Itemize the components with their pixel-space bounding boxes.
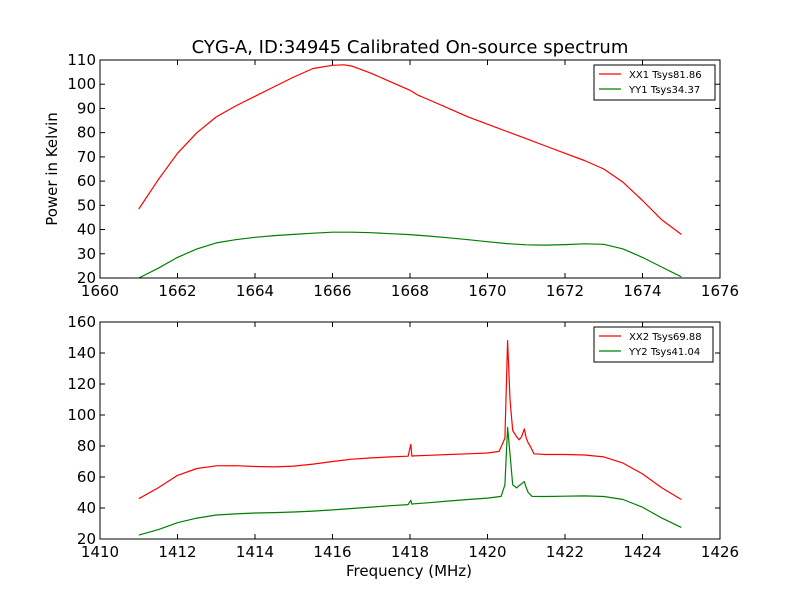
x-tick-label: 1662 <box>158 282 196 300</box>
y-tick-label: 80 <box>77 437 96 455</box>
y-tick-label: 60 <box>77 468 96 486</box>
series-line-xx <box>138 340 682 501</box>
x-tick-label: 1412 <box>158 543 196 561</box>
x-tick-label: 1422 <box>546 543 584 561</box>
y-tick-label: 110 <box>67 51 96 69</box>
y-tick-label: 160 <box>67 313 96 331</box>
legend-box <box>593 326 714 363</box>
chart-title: CYG-A, ID:34945 Calibrated On-source spe… <box>192 37 629 58</box>
bottom-panel: 1410 1412 1414 1416 1418 1420 1422 1424 1426 20 40… <box>67 313 739 561</box>
x-tick-label: 1424 <box>623 543 661 561</box>
legend-label: YY1 Tsys34.37 <box>628 85 700 96</box>
y-tick-label: 40 <box>77 221 96 239</box>
x-tick-label: 1410 <box>81 543 119 561</box>
x-tick-label: 1668 <box>391 282 429 300</box>
y-axis-title: Power in Kelvin <box>43 112 61 226</box>
legend-label: XX1 Tsys81.86 <box>629 70 702 81</box>
x-tick-label: 1420 <box>468 543 506 561</box>
x-tick-label: 1676 <box>701 282 739 300</box>
legend-label: YY2 Tsys41.04 <box>628 347 700 358</box>
y-tick-label: 80 <box>77 124 96 142</box>
y-tick-label: 40 <box>77 499 96 517</box>
x-tick-label: 1416 <box>313 543 351 561</box>
y-tick-label: 20 <box>77 269 96 287</box>
x-tick-label: 1666 <box>313 282 351 300</box>
y-tick-label: 20 <box>77 530 96 548</box>
y-tick-label: 50 <box>77 196 96 214</box>
x-tick-label: 1414 <box>236 543 274 561</box>
x-tick-label: 1670 <box>468 282 506 300</box>
legend: XX1 Tsys81.86 YY1 Tsys34.37 <box>593 64 716 101</box>
y-tick-label: 140 <box>67 344 96 362</box>
legend-label: XX2 Tsys69.88 <box>629 332 702 343</box>
y-tick-label: 120 <box>67 375 96 393</box>
y-tick-label: 90 <box>77 99 96 117</box>
legend-box <box>593 64 716 101</box>
top-panel: 1660 1662 1664 1666 1668 1670 1672 1674 1676 20 30… <box>67 51 739 300</box>
series-line-yy <box>138 426 682 536</box>
x-tick-label: 1418 <box>391 543 429 561</box>
y-tick-label: 100 <box>67 406 96 424</box>
x-tick-label: 1674 <box>623 282 661 300</box>
y-tick-label: 60 <box>77 172 96 190</box>
x-tick-label: 1426 <box>701 543 739 561</box>
series-line-xx <box>138 64 682 235</box>
legend: XX2 Tsys69.88 YY2 Tsys41.04 <box>593 326 714 363</box>
y-tick-label: 100 <box>67 75 96 93</box>
y-tick-label: 30 <box>77 245 96 263</box>
x-axis-title: Frequency (MHz) <box>346 562 472 580</box>
x-tick-label: 1664 <box>236 282 274 300</box>
y-tick-label: 70 <box>77 148 96 166</box>
x-tick-label: 1672 <box>546 282 584 300</box>
x-tick-label: 1660 <box>81 282 119 300</box>
series-line-yy <box>138 231 682 279</box>
